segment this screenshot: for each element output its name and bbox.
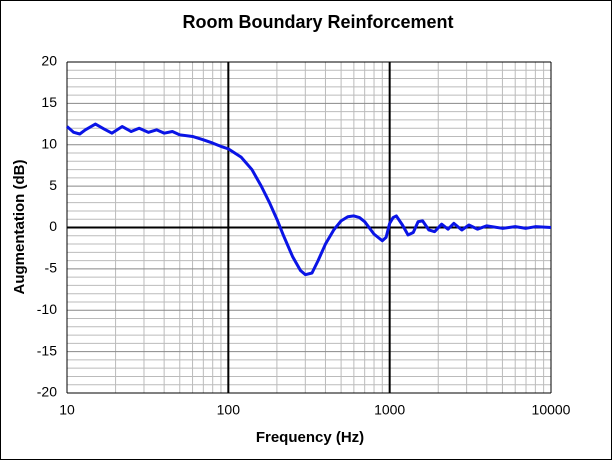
y-tick-label: -10	[37, 301, 57, 317]
x-tick-label: 100	[217, 402, 241, 418]
x-tick-label: 10	[59, 402, 75, 418]
y-tick-label: 0	[49, 218, 57, 234]
y-tick-label: 20	[41, 53, 57, 69]
data-line	[66, 122, 552, 277]
x-tick-label: 10000	[532, 402, 571, 418]
y-tick-label: -15	[37, 342, 57, 358]
y-axis-title: Augmentation (dB)	[11, 160, 28, 295]
y-tick-label: -5	[45, 260, 58, 276]
x-axis-title: Frequency (Hz)	[256, 429, 364, 446]
y-tick-label: 5	[49, 177, 57, 193]
chart-title: Room Boundary Reinforcement	[182, 12, 453, 32]
y-tick-label: 10	[41, 135, 57, 151]
y-tick-label: -20	[37, 384, 57, 400]
y-tick-label: 15	[41, 94, 57, 110]
x-tick-label: 1000	[374, 402, 405, 418]
